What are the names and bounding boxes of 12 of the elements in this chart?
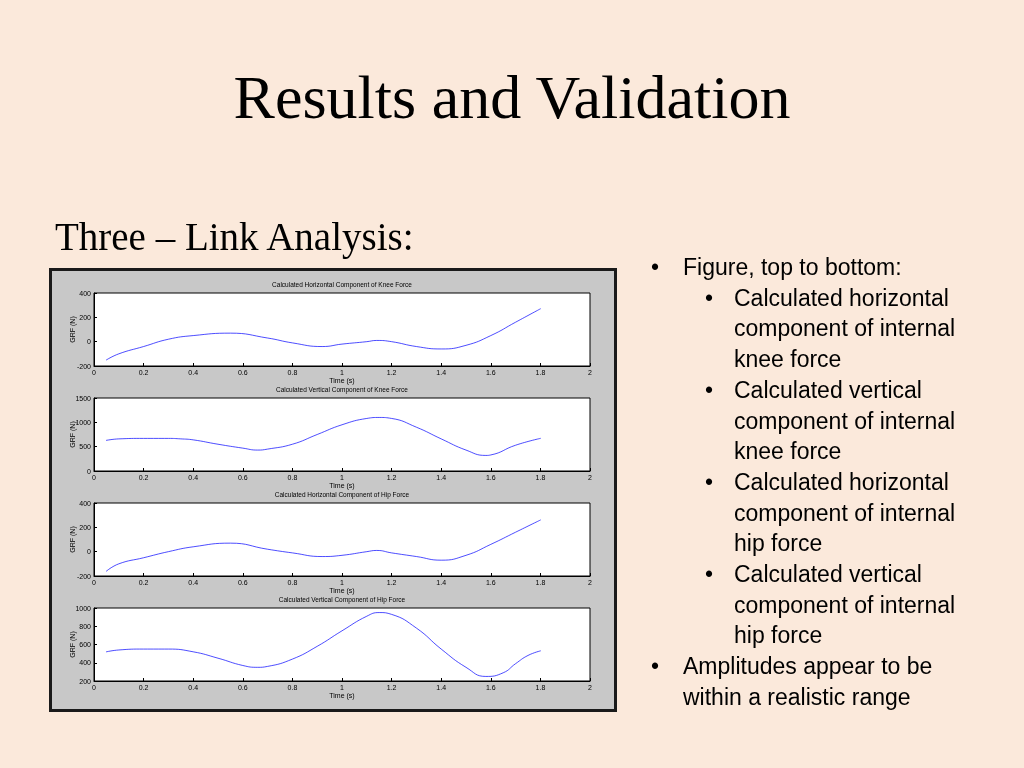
text: • Calculated horizontal component of internal hip force bbox=[705, 467, 956, 557]
line-series bbox=[106, 308, 541, 361]
text: • Calculated horizontal component of internal knee force bbox=[705, 283, 956, 373]
text: • Calculated vertical component of internal hip force bbox=[705, 560, 956, 649]
line-series bbox=[106, 417, 541, 456]
text: Results and Validation bbox=[232, 62, 792, 133]
text: Three – Link Analysis: bbox=[55, 214, 414, 259]
text: • Amplitudes appear to be within a realistic range bbox=[651, 652, 933, 710]
text: • Figure, top to bottom: bbox=[651, 253, 902, 282]
line-series bbox=[106, 519, 541, 572]
line-series bbox=[106, 612, 541, 677]
text: • Calculated vertical component of internal knee force bbox=[705, 375, 956, 465]
